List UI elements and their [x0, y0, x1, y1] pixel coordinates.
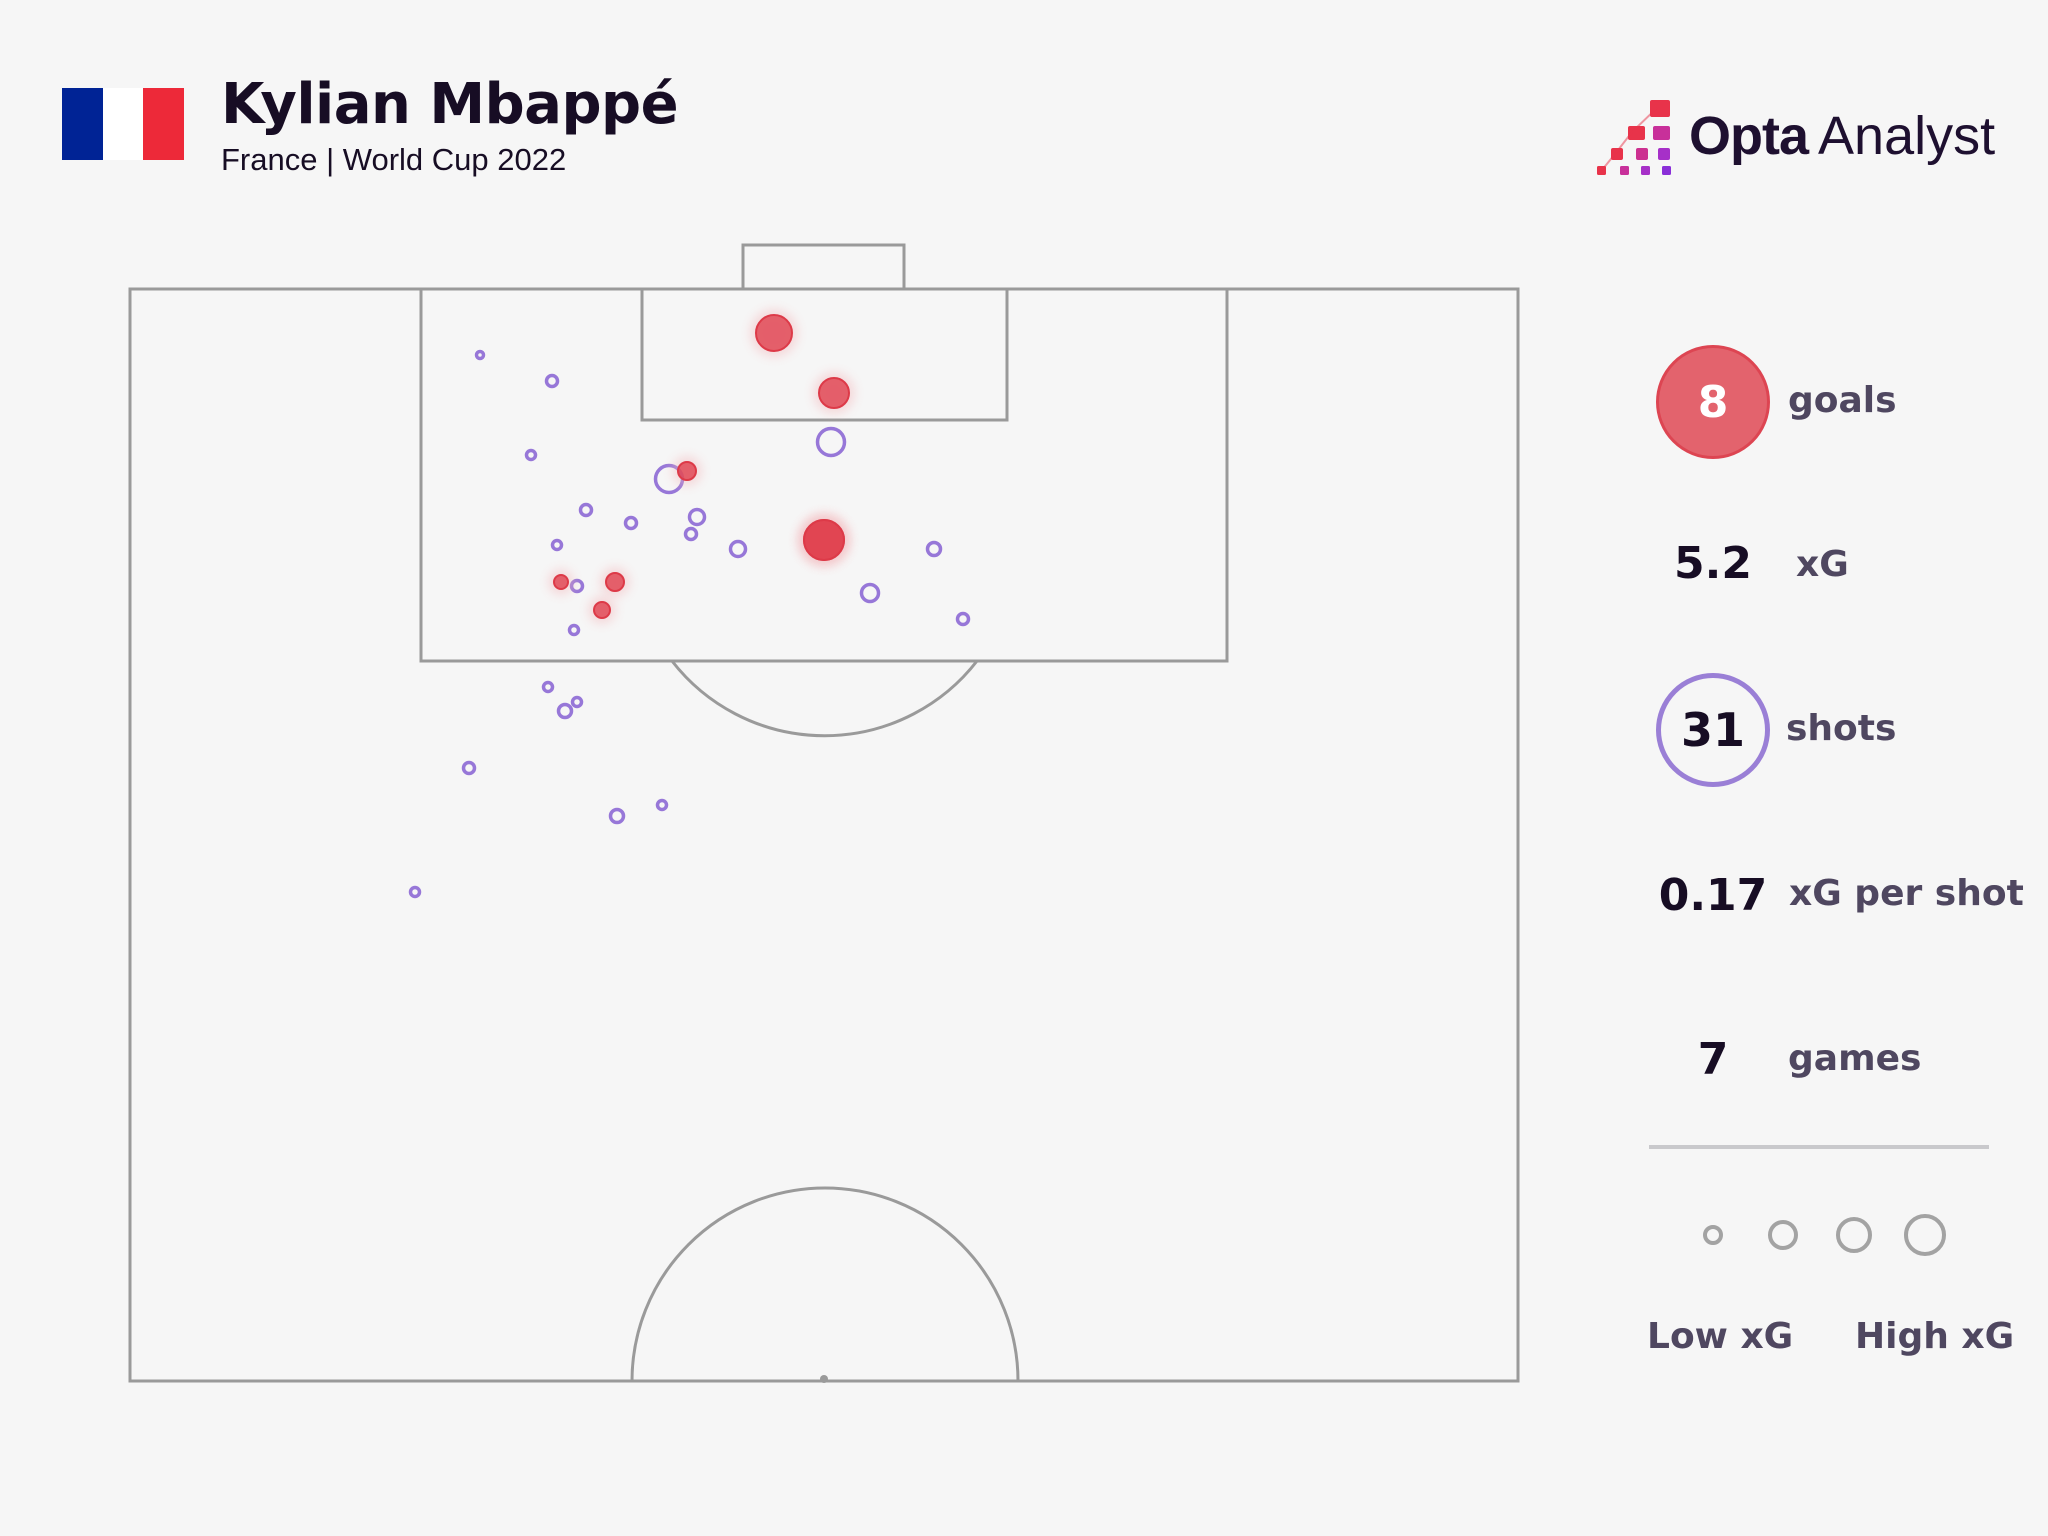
- legend-circle-md-icon: [1836, 1217, 1872, 1253]
- center-circle: [630, 1186, 1020, 1382]
- goal-marker: [818, 377, 850, 409]
- brand-name-bold: Opta: [1689, 106, 1809, 166]
- page-title: Kylian Mbappé: [221, 72, 679, 137]
- goal-glow: [548, 309, 855, 624]
- shot-marker: [955, 611, 971, 627]
- xg-size-legend: [1703, 1214, 1946, 1256]
- goal-marker: [677, 461, 697, 481]
- xg-per-shot-label: xG per shot: [1789, 873, 2024, 914]
- shot-marker: [859, 582, 881, 604]
- shot-marker: [683, 526, 699, 542]
- shot-marker: [550, 538, 564, 552]
- shot-map-pitch: [128, 243, 1520, 1383]
- shot-marker: [815, 426, 847, 458]
- xg-value: 5.2: [1674, 538, 1752, 589]
- shot-marker: [541, 680, 555, 694]
- shot-marker: [408, 885, 422, 899]
- shots-label: shots: [1786, 708, 1897, 749]
- shot-marker: [570, 695, 584, 709]
- non-goal-shots: [408, 349, 971, 899]
- shots-value: 31: [1680, 703, 1745, 757]
- shot-marker: [655, 798, 669, 812]
- shot-marker: [544, 373, 560, 389]
- brand-name-light: Analyst: [1818, 106, 1996, 166]
- games-label: games: [1788, 1038, 1922, 1079]
- penalty-box: [419, 287, 1229, 663]
- shot-marker: [623, 515, 639, 531]
- france-flag-icon: [62, 88, 185, 160]
- shot-marker: [556, 702, 574, 720]
- brand-name: Opta Analyst: [1689, 105, 1995, 167]
- pitch-lines: [128, 243, 1520, 1383]
- goals-badge: 8: [1656, 345, 1770, 459]
- games-value: 7: [1697, 1034, 1729, 1085]
- legend-low-label: Low xG: [1647, 1316, 1794, 1357]
- shot-marker: [687, 507, 707, 527]
- goals-value: 8: [1697, 376, 1729, 428]
- goal-marker: [593, 601, 611, 619]
- xg-label: xG: [1796, 544, 1849, 585]
- flag-red-stripe: [143, 88, 185, 160]
- legend-circle-sm-icon: [1768, 1220, 1798, 1250]
- flag-blue-stripe: [62, 88, 103, 160]
- shot-marker: [461, 760, 477, 776]
- shot-marker: [567, 623, 581, 637]
- shot-marker: [925, 540, 943, 558]
- goal-marker: [755, 314, 793, 352]
- goal-marker: [553, 574, 569, 590]
- goal-marker: [605, 572, 625, 592]
- legend-circle-xs-icon: [1703, 1225, 1723, 1245]
- goal-frame: [741, 243, 906, 291]
- center-spot: [820, 1375, 828, 1383]
- flag-white-stripe: [102, 88, 144, 160]
- xg-per-shot-value: 0.17: [1658, 870, 1768, 921]
- legend-circle-lg-icon: [1904, 1214, 1946, 1256]
- goals-label: goals: [1788, 380, 1897, 421]
- shot-marker: [524, 448, 538, 462]
- shots-badge: 31: [1656, 673, 1770, 787]
- page-subtitle: France | World Cup 2022: [221, 142, 567, 177]
- shot-marker: [728, 539, 748, 559]
- opta-logo-mark-icon: [1597, 100, 1671, 175]
- goal-marker: [803, 519, 845, 561]
- legend-high-label: High xG: [1855, 1316, 2015, 1357]
- goal-shots: [553, 314, 850, 619]
- shot-marker: [608, 807, 626, 825]
- shot-marker: [578, 502, 594, 518]
- stats-divider: [1649, 1145, 1989, 1149]
- penalty-arc: [670, 660, 979, 738]
- shot-marker: [474, 349, 486, 361]
- opta-analyst-logo: Opta Analyst: [1597, 100, 2017, 176]
